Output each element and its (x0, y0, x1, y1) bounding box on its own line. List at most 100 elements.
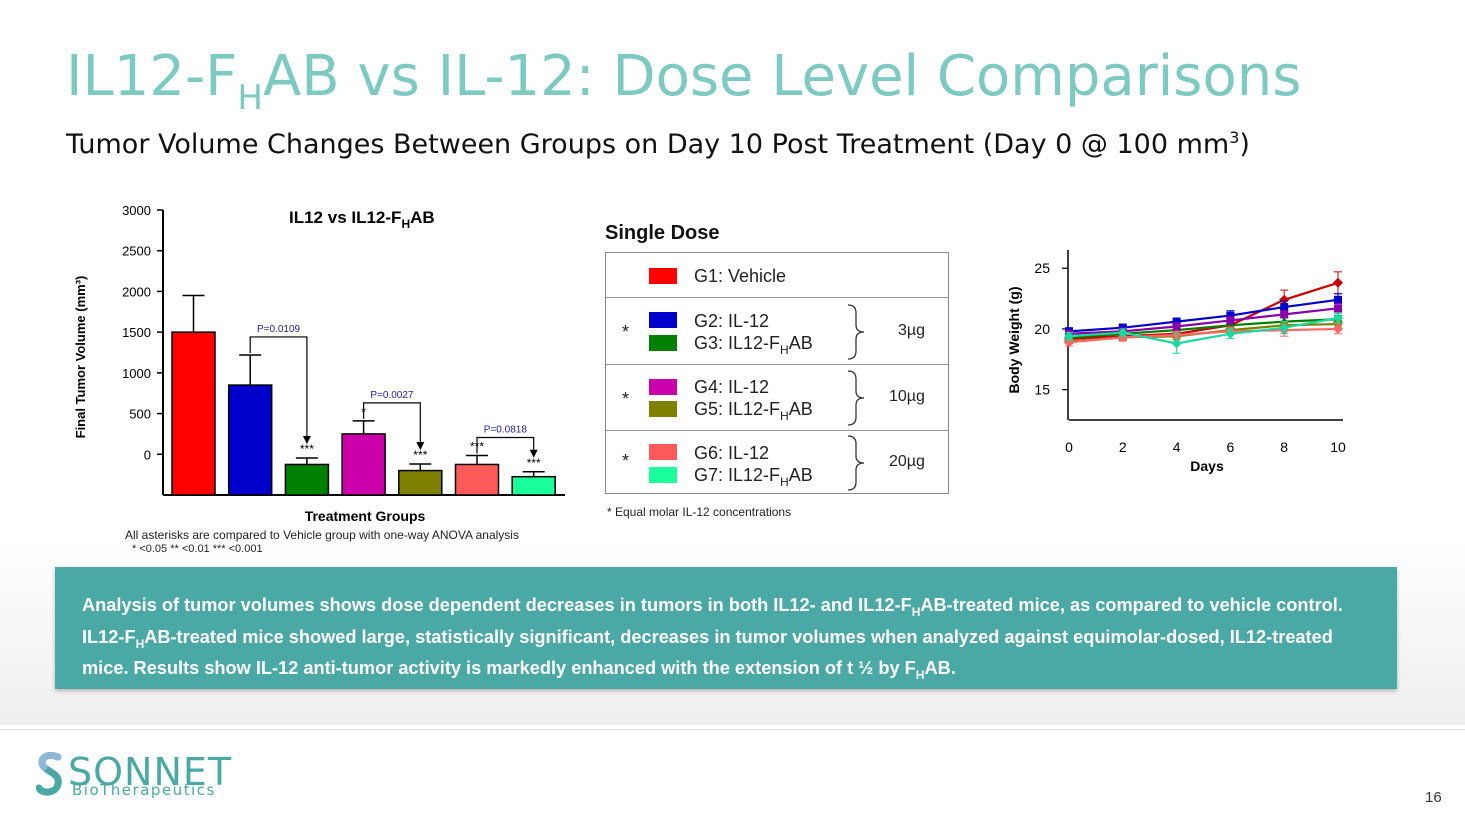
bar-y-tick-label: 1500 (122, 325, 151, 340)
weight-point (1226, 311, 1235, 320)
brace-icon (847, 304, 865, 360)
legend-label-g4: G4: IL-12 (694, 377, 770, 397)
logo-subtitle: BioTherapeutics (72, 781, 216, 799)
line-x-tick-label: 0 (1065, 439, 1073, 455)
page-number: 16 (1425, 789, 1442, 806)
significance-levels: * <0.05 ** <0.01 *** <0.001 (132, 543, 263, 555)
pvalue-arrowhead (302, 435, 311, 444)
legend-title: Single Dose (605, 222, 720, 244)
pvalue-label: P=0.0818 (484, 425, 528, 436)
bar-y-tick-label: 0 (144, 447, 151, 462)
weight-point (1225, 328, 1236, 339)
weight-point (1280, 303, 1289, 312)
legend-swatch-g3 (649, 335, 677, 351)
footer-divider (0, 729, 1465, 730)
weight-series-line (1068, 318, 1339, 339)
line-y-tick-label: 15 (1034, 382, 1050, 398)
bar-significance-stars: *** (413, 448, 427, 462)
legend-swatch-g1 (649, 268, 677, 284)
legend-label-g3: G3: IL12-FHAB (694, 333, 813, 357)
line-x-tick-label: 6 (1227, 439, 1235, 455)
legend-row-3ug: * G2: IL-12 G3: IL12-FHAB 3µg (606, 298, 948, 365)
line-x-tick-label: 8 (1280, 439, 1288, 455)
weight-series-line (1068, 316, 1339, 345)
bar-chart-x-axis-label: Treatment Groups (305, 508, 426, 524)
legend-asterisk: * (622, 389, 630, 409)
legend-label-g1: G1: Vehicle (694, 266, 787, 286)
weight-point (1334, 304, 1342, 313)
legend-swatch-g2 (649, 312, 677, 328)
dose-label-10ug: 10µg (889, 388, 925, 405)
weight-point (1333, 313, 1343, 323)
body-weight-line-chart: Body Weight (g) Days 15 20 25 0 2 4 6 8 10 (1006, 250, 1346, 474)
bar-significance-stars: *** (527, 456, 541, 470)
bar-y-tick-label: 3000 (122, 203, 151, 218)
weight-series-line (1068, 307, 1339, 335)
legend-asterisk: * (622, 451, 630, 471)
line-y-tick-label: 25 (1034, 260, 1050, 276)
line-x-tick-label: 10 (1330, 439, 1346, 455)
weight-point (1117, 327, 1128, 338)
legend-swatch-g4 (649, 379, 677, 395)
weight-point (1279, 294, 1290, 305)
legend-label-g6: G6: IL-12 (694, 443, 770, 463)
bar-y-tick-label: 500 (129, 407, 151, 422)
dose-label-3ug: 3µg (898, 322, 926, 339)
weight-point (1333, 277, 1343, 288)
summary-banner: Analysis of tumor volumes shows dose dep… (55, 567, 1397, 689)
line-x-tick-label: 2 (1119, 439, 1127, 455)
bar-G1 (171, 331, 216, 496)
weight-series-line (1068, 327, 1339, 344)
legend-swatch-g5 (649, 401, 677, 417)
bar-y-tick-label: 2500 (122, 244, 151, 259)
legend-row-20ug: * G6: IL-12 G7: IL12-FHAB 20µg (606, 431, 948, 493)
weight-series-line (1068, 298, 1339, 333)
bar-G4 (341, 433, 386, 496)
weight-point (1226, 316, 1235, 325)
pvalue-arrowhead (529, 449, 538, 458)
pvalue-bracket (476, 436, 535, 454)
weight-series-line (1068, 281, 1339, 340)
pvalue-bracket (363, 402, 421, 445)
bar-significance-stars: *** (300, 442, 314, 456)
legend-label-g7: G7: IL12-FHAB (694, 465, 813, 489)
weight-point (1172, 322, 1181, 331)
weight-point (1279, 322, 1290, 333)
legend-swatch-g7 (649, 467, 677, 483)
line-chart-y-axis-label: Body Weight (g) (1006, 286, 1022, 393)
line-chart-x-axis-label: Days (1190, 458, 1224, 474)
weight-point (1280, 310, 1289, 319)
weight-point (1172, 317, 1181, 326)
line-x-tick-label: 4 (1173, 439, 1181, 455)
sonnet-logo-icon (36, 752, 62, 796)
brace-icon (847, 435, 865, 491)
logo-wordmark: SONNET (68, 750, 233, 794)
bar-G3 (284, 463, 330, 496)
pvalue-label: P=0.0027 (370, 390, 414, 401)
pvalue-bracket (249, 336, 308, 438)
bar-G6 (454, 463, 500, 496)
pvalue-label: P=0.0109 (257, 324, 301, 335)
legend-swatch-g6 (649, 444, 677, 460)
weight-point (1064, 337, 1074, 348)
slide-title: IL12-FHAB vs IL-12: Dose Level Compariso… (66, 44, 1302, 118)
legend-footnote: * Equal molar IL-12 concentrations (607, 505, 792, 519)
bar-G5 (398, 469, 443, 496)
bar-y-tick-label: 2000 (122, 284, 151, 299)
tumor-volume-bar-chart: IL12 vs IL12-FHAB Treatment Groups Final… (73, 203, 565, 524)
brace-icon (847, 370, 865, 426)
bar-G2 (227, 384, 273, 496)
bar-chart-y-axis-label: Final Tumor Volume (mm³) (73, 276, 88, 439)
weight-point (1334, 295, 1342, 304)
pvalue-arrowhead (416, 442, 425, 451)
bar-chart-title: IL12 vs IL12-FHAB (289, 208, 435, 231)
legend-label-g5: G5: IL12-FHAB (694, 399, 813, 423)
weight-point (1064, 331, 1074, 342)
legend-row-10ug: * G4: IL-12 G5: IL12-FHAB 10µg (606, 365, 948, 431)
weight-point (1333, 323, 1343, 334)
slide-subtitle: Tumor Volume Changes Between Groups on D… (66, 128, 1250, 160)
legend-label-g2: G2: IL-12 (694, 311, 770, 331)
dose-label-20ug: 20µg (889, 453, 925, 470)
weight-point (1171, 338, 1182, 349)
legend-asterisk: * (622, 322, 630, 342)
